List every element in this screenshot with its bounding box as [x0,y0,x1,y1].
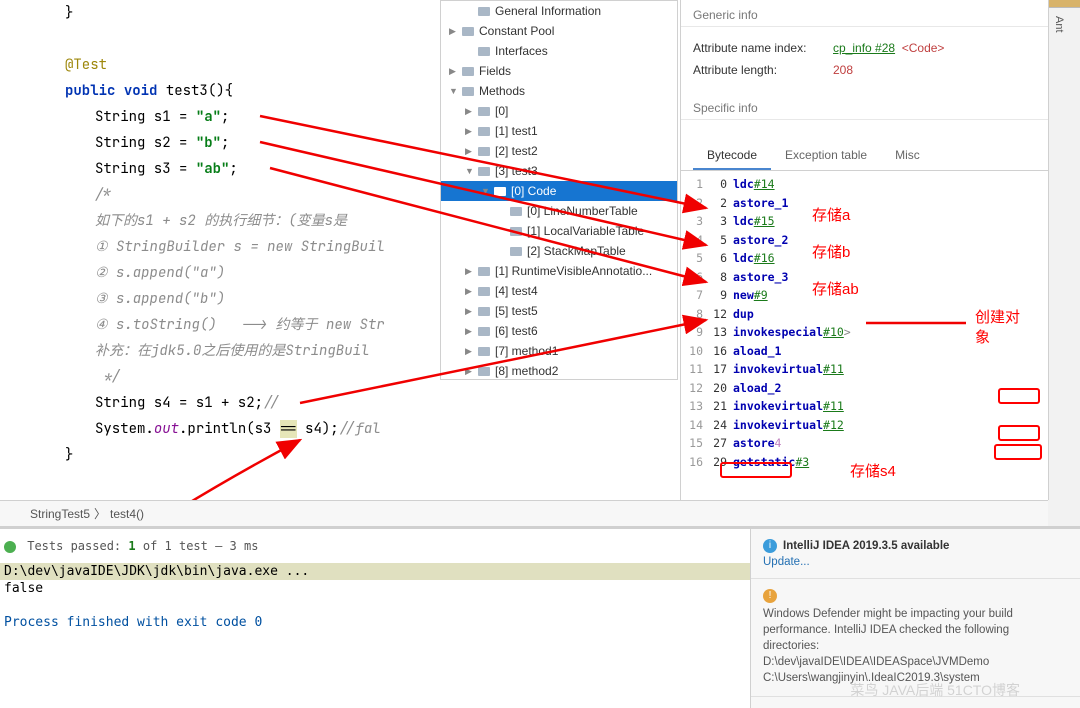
main-area: } @Test public void test3(){ String s1 =… [0,0,1048,500]
generic-info-title: Generic info [681,0,1048,27]
code-line: ① StringBuilder s = new StringBuil [15,234,440,260]
tree-item[interactable]: ▶[4] test4 [441,281,677,301]
code-line: String s3 = "ab"; [15,156,440,182]
tree-item[interactable]: ▶[6] test6 [441,321,677,341]
bytecode-line[interactable]: 1220 aload_2 [681,379,1048,398]
code-line: ③ s.append("b") [15,286,440,312]
tree-item[interactable]: ▼Methods [441,81,677,101]
breadcrumb-method[interactable]: test4() [110,507,144,521]
tree-item[interactable]: [1] LocalVariableTable [441,221,677,241]
code-line: 如下的s1 + s2 的执行细节：(变量s是 [15,208,440,234]
tree-item[interactable]: [0] LineNumberTable [441,201,677,221]
tree-item[interactable]: General Information [441,1,677,21]
bytecode-line[interactable]: 812 dup [681,305,1048,324]
tree-item[interactable]: ▶[1] test1 [441,121,677,141]
bytecode-tabs: Bytecode Exception table Misc [681,142,1048,171]
bytecode-line[interactable]: 68 astore_3 [681,268,1048,287]
test-status: Tests passed: 1 of 1 test – 3 ms [0,535,750,563]
bytecode-line[interactable]: 913 invokespecial #10 > [681,323,1048,342]
tree-item[interactable]: ▶[2] test2 [441,141,677,161]
tab-misc[interactable]: Misc [881,142,934,170]
watermark: 菜鸟 JAVA后端 51CTO博客 [850,680,1020,700]
bytecode-line[interactable]: 1117 invokevirtual #11 [681,360,1048,379]
bytecode-line[interactable]: 45 astore_2 [681,231,1048,250]
code-line: public void test3(){ [15,78,440,104]
tree-item[interactable]: ▶Fields [441,61,677,81]
attr-name-row: Attribute name index: cp_info #28 <Code> [681,37,1048,59]
tree-item[interactable]: Interfaces [441,41,677,61]
code-editor[interactable]: } @Test public void test3(){ String s1 =… [15,0,440,470]
tree-item[interactable]: ▼[0] Code [441,181,677,201]
bytecode-line[interactable]: 56 ldc #16 [681,249,1048,268]
code-line [15,26,440,52]
code-line: ④ s.toString() --> 约等于 new Str [15,312,440,338]
code-line: } [15,442,440,468]
console-line [0,597,750,614]
code-line: String s2 = "b"; [15,130,440,156]
tree-item[interactable]: ▶[0] [441,101,677,121]
right-toolbar: Ant [1048,0,1080,500]
bytecode-list: 10 ldc #14 22 astore_133 ldc #15 45 asto… [681,171,1048,475]
code-line: String s1 = "a"; [15,104,440,130]
attr-len-row: Attribute length: 208 [681,59,1048,81]
console[interactable]: Tests passed: 1 of 1 test – 3 ms D:\dev\… [0,529,750,708]
class-tree[interactable]: General Information▶Constant PoolInterfa… [440,0,678,380]
code-line: 补充：在jdk5.0之后使用的是StringBuil [15,338,440,364]
bytecode-line[interactable]: 22 astore_1 [681,194,1048,213]
bytecode-line[interactable]: 10 ldc #14 [681,175,1048,194]
bytecode-line[interactable]: 1424 invokevirtual #12 [681,416,1048,435]
tree-item[interactable]: ▶[1] RuntimeVisibleAnnotatio... [441,261,677,281]
console-line: false [0,580,750,597]
bytecode-line[interactable]: 1016 aload_1 [681,342,1048,361]
specific-info-title: Specific info [681,93,1048,120]
tree-item[interactable]: [2] StackMapTable [441,241,677,261]
tab-bytecode[interactable]: Bytecode [693,142,771,170]
info-panel: Generic info Attribute name index: cp_in… [680,0,1048,500]
code-line: @Test [15,52,440,78]
bytecode-line[interactable]: 1527 astore 4 [681,434,1048,453]
bytecode-line[interactable]: 79 new #9 [681,286,1048,305]
code-line: ② s.append("a") [15,260,440,286]
tab-exception[interactable]: Exception table [771,142,881,170]
tree-item[interactable]: ▶[8] method2 [441,361,677,380]
ant-tab[interactable]: Ant [1049,8,1069,41]
code-line: */ [15,364,440,390]
tree-item[interactable]: ▼[3] test3 [441,161,677,181]
bytecode-line[interactable]: 1629 getstatic #3 [681,453,1048,472]
code-line: } [15,0,440,26]
console-line: D:\dev\javaIDE\JDK\jdk\bin\java.exe ... [0,563,750,580]
console-line: Process finished with exit code 0 [0,614,750,631]
code-line: /* [15,182,440,208]
breadcrumb[interactable]: StringTest5 〉 test4() [0,500,1048,526]
tree-item[interactable]: ▶Constant Pool [441,21,677,41]
cp-link[interactable]: cp_info #28 [833,41,895,55]
code-line: String s4 = s1 + s2;// [15,390,440,416]
tree-item[interactable]: ▶[7] method1 [441,341,677,361]
breadcrumb-class[interactable]: StringTest5 [30,507,90,521]
code-line: System.out.println(s3 == s4);//fal [15,416,440,442]
bytecode-line[interactable]: 1321 invokevirtual #11 [681,397,1048,416]
notification[interactable]: iIntelliJ IDEA 2019.3.5 availableUpdate.… [751,529,1080,579]
bytecode-line[interactable]: 33 ldc #15 [681,212,1048,231]
tree-item[interactable]: ▶[5] test5 [441,301,677,321]
